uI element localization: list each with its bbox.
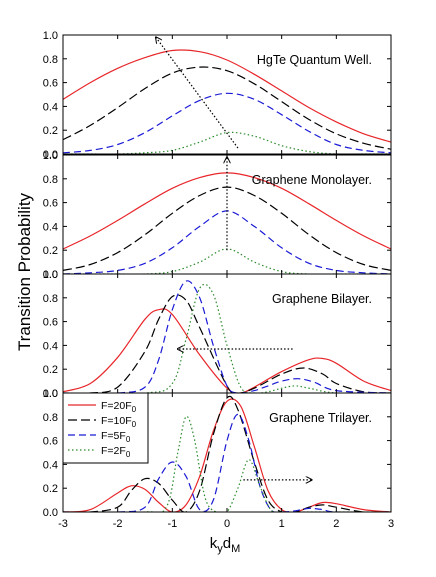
panel-1-series-1 [63,49,391,143]
y-tick-label: 0.8 [43,293,58,305]
y-tick-label: 0.8 [43,412,58,424]
panel-2: 0.0 0.2 0.4 0.6 0.8 1.0 Graphene Monolayer. [43,150,392,281]
x-label-sub-m: M [231,543,240,555]
y-tick-label: 0.4 [43,101,58,113]
panel-4-series-3 [63,413,391,512]
y-tick-label: 0.6 [43,436,58,448]
x-tick-label: -1 [167,518,177,530]
x-tick-label: -2 [113,518,123,530]
x-label-k: k [210,535,218,552]
y-tick-label: 0.6 [43,317,58,329]
panel-3-curves [63,280,391,393]
x-axis-label: kydM [210,535,241,555]
y-tick-label: 0.2 [43,364,58,376]
y-tick-label: 0.8 [43,174,58,186]
legend-label-2: F=10F0 [101,415,137,429]
y-tick-label: 0.2 [43,125,58,137]
panel-1: 0.0 0.2 0.4 0.6 0.8 1.0 HgTe Quantum Well. [43,30,392,161]
x-tick-label: -3 [58,518,68,530]
panel-3-series-2 [63,294,391,393]
panel-1-curves [63,49,391,154]
panel-4-title: Graphene Trilayer. [269,411,372,425]
panel-1-series-2 [63,66,391,150]
x-tick-label: 2 [333,518,339,530]
panel-1-arrow [156,37,239,149]
y-tick-label: 0.2 [43,245,58,257]
y-tick-label: 0.4 [43,221,58,233]
x-label-sub-y: y [217,543,223,555]
panel-3-series-4 [63,283,391,393]
panel-3-series-1 [63,308,391,393]
panel-4: 0.0 0.2 0.4 0.6 0.8 1.0 Graphene Trilayer. -3 -2… [43,388,394,530]
y-tick-label: 0.2 [43,483,58,495]
y-tick-label: 0.6 [43,198,58,210]
y-tick-label: 0.0 [43,388,58,400]
legend-label-4: F=2F0 [101,445,131,459]
x-tick-label: 0 [224,518,230,530]
panel-4-series-2 [63,395,391,512]
x-tick-label: 3 [388,518,394,530]
y-tick-label: 0.4 [43,340,58,352]
y-tick-label: 0.4 [43,459,58,471]
x-label-d: d [223,535,231,552]
y-tick-label: 0.0 [43,507,58,519]
y-tick-label: 1.0 [43,30,58,42]
y-tick-label: 1.0 [43,269,58,281]
panel-1-title: HgTe Quantum Well. [257,53,372,67]
legend-label-1: F=20F0 [101,400,137,414]
panel-2-title: Graphene Monolayer. [252,173,372,187]
panel-3-series-3 [63,280,391,393]
y-tick-label: 0.0 [43,149,58,161]
panel-4-curves [63,395,391,512]
panel-1-series-3 [63,92,391,154]
x-tick-label: 1 [279,518,285,530]
panel-2-curves [63,172,391,274]
y-tick-label: 1.0 [43,150,58,162]
y-tick-label: 0.6 [43,78,58,90]
panel-3: 0.0 0.2 0.4 0.6 0.8 1.0 Graphene Bilayer. [43,269,392,400]
y-tick-label: 1.0 [43,388,58,400]
legend-label-3: F=5F0 [101,430,131,444]
y-axis-label: Transition Probability [15,192,34,351]
y-tick-label: 0.8 [43,54,58,66]
y-tick-label: 0.0 [43,269,58,281]
panel-3-title: Graphene Bilayer. [272,292,372,306]
